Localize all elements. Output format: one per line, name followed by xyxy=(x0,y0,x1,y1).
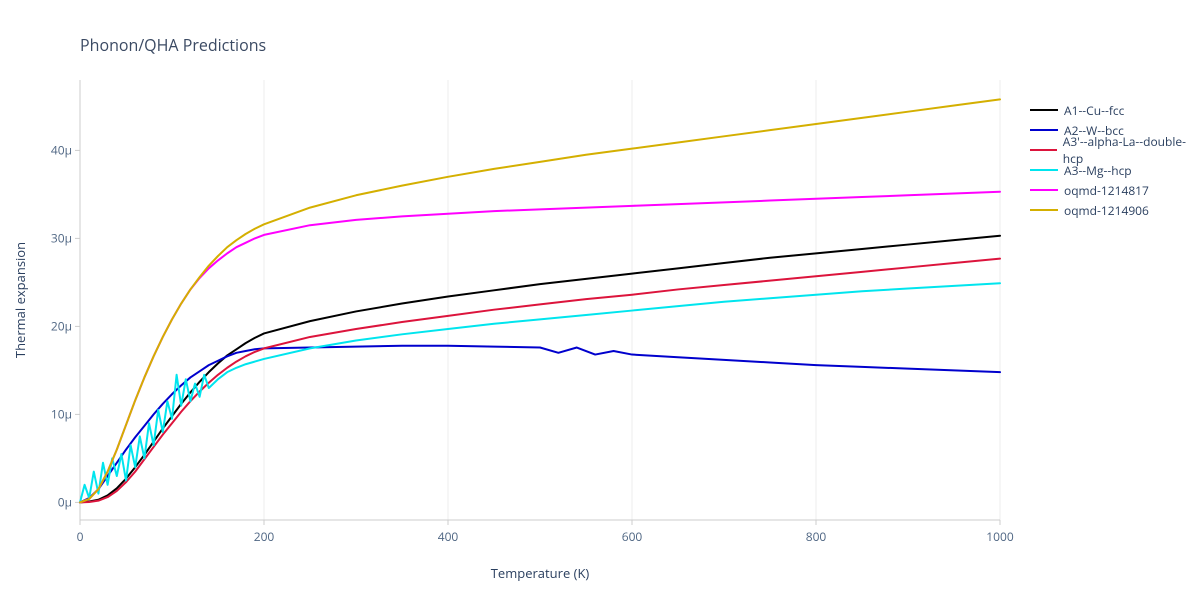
y-tick-label: 0μ xyxy=(58,494,72,511)
chart-title: Phonon/QHA Predictions xyxy=(80,34,266,56)
legend-swatch xyxy=(1030,109,1058,111)
x-tick-label: 600 xyxy=(622,528,643,545)
y-axis-label: Thermal expansion xyxy=(11,242,29,358)
legend-swatch xyxy=(1030,149,1057,151)
legend-swatch xyxy=(1030,129,1058,131)
series-line[interactable] xyxy=(80,283,1000,502)
y-tick-label: 30μ xyxy=(51,230,72,247)
legend-label: oqmd-1214906 xyxy=(1064,202,1149,219)
x-tick-label: 1000 xyxy=(986,528,1013,545)
legend-label: oqmd-1214817 xyxy=(1064,182,1149,199)
legend-swatch xyxy=(1030,189,1058,191)
series-line[interactable] xyxy=(80,236,1000,503)
legend: A1--Cu--fccA2--W--bccA3'--alpha-La--doub… xyxy=(1030,100,1200,220)
x-axis-label: Temperature (K) xyxy=(491,564,590,582)
x-tick-label: 400 xyxy=(438,528,459,545)
legend-item[interactable]: oqmd-1214906 xyxy=(1030,200,1200,220)
legend-label: A1--Cu--fcc xyxy=(1064,102,1124,119)
x-tick-label: 800 xyxy=(806,528,827,545)
y-tick-label: 20μ xyxy=(51,318,72,335)
legend-item[interactable]: A3'--alpha-La--double-hcp xyxy=(1030,140,1200,160)
series-line[interactable] xyxy=(80,99,1000,502)
series-line[interactable] xyxy=(80,346,1000,503)
plot-area[interactable] xyxy=(80,80,1001,521)
x-tick-label: 200 xyxy=(254,528,275,545)
legend-item[interactable]: oqmd-1214817 xyxy=(1030,180,1200,200)
legend-item[interactable]: A1--Cu--fcc xyxy=(1030,100,1200,120)
y-tick-label: 10μ xyxy=(51,406,72,423)
y-tick-label: 40μ xyxy=(51,142,72,159)
x-tick-label: 0 xyxy=(77,528,84,545)
legend-swatch xyxy=(1030,169,1058,171)
legend-label: A3--Mg--hcp xyxy=(1064,162,1132,179)
chart-container: Phonon/QHA Predictions Thermal expansion… xyxy=(0,0,1200,600)
legend-swatch xyxy=(1030,209,1058,211)
